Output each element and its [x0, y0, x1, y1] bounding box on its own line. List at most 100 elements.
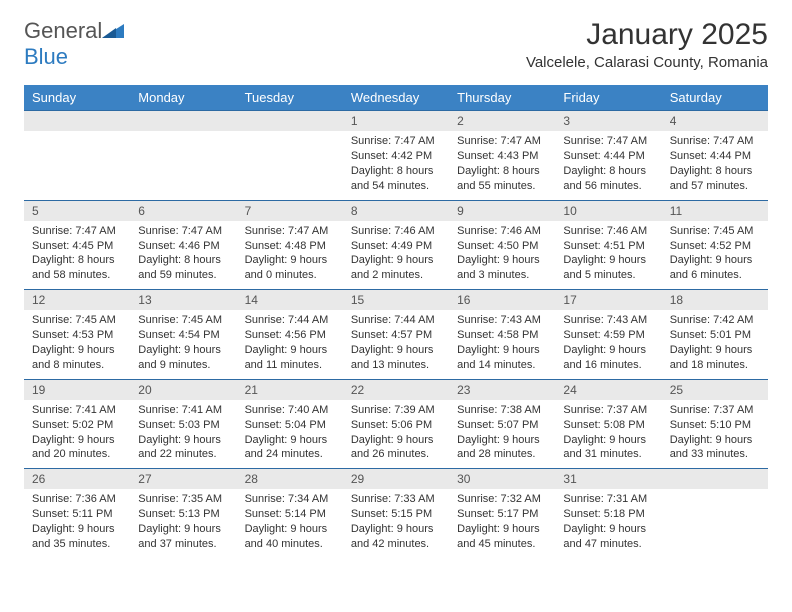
day-number-cell: 19 — [24, 379, 130, 400]
day-number-cell — [662, 469, 768, 490]
day-number-cell: 30 — [449, 469, 555, 490]
sunset-line: Sunset: 4:42 PM — [351, 149, 441, 164]
day-detail-cell: Sunrise: 7:34 AMSunset: 5:14 PMDaylight:… — [237, 489, 343, 557]
day-number-cell: 25 — [662, 379, 768, 400]
detail-row: Sunrise: 7:41 AMSunset: 5:02 PMDaylight:… — [24, 400, 768, 469]
day-number-cell: 9 — [449, 200, 555, 221]
day-detail-cell: Sunrise: 7:47 AMSunset: 4:48 PMDaylight:… — [237, 221, 343, 290]
day-number-cell: 17 — [555, 290, 661, 311]
day-detail-cell: Sunrise: 7:41 AMSunset: 5:02 PMDaylight:… — [24, 400, 130, 469]
sunrise-line: Sunrise: 7:36 AM — [32, 492, 122, 507]
sunrise-line: Sunrise: 7:39 AM — [351, 403, 441, 418]
daylight-line: Daylight: 9 hours and 47 minutes. — [563, 522, 653, 552]
sunrise-line: Sunrise: 7:45 AM — [32, 313, 122, 328]
daylight-line: Daylight: 9 hours and 20 minutes. — [32, 433, 122, 463]
daylight-line: Daylight: 9 hours and 14 minutes. — [457, 343, 547, 373]
page-header: General Blue January 2025 Valcelele, Cal… — [24, 18, 768, 71]
daylight-line: Daylight: 9 hours and 24 minutes. — [245, 433, 335, 463]
day-detail-cell: Sunrise: 7:45 AMSunset: 4:53 PMDaylight:… — [24, 310, 130, 379]
daylight-line: Daylight: 8 hours and 54 minutes. — [351, 164, 441, 194]
brand-part1: General — [24, 18, 102, 43]
day-number-cell: 20 — [130, 379, 236, 400]
brand-text: General Blue — [24, 18, 124, 70]
sunset-line: Sunset: 5:02 PM — [32, 418, 122, 433]
title-block: January 2025 Valcelele, Calarasi County,… — [526, 18, 768, 71]
day-number-cell: 24 — [555, 379, 661, 400]
daynum-row: 1234 — [24, 111, 768, 132]
sunrise-line: Sunrise: 7:47 AM — [563, 134, 653, 149]
day-number-cell: 6 — [130, 200, 236, 221]
day-detail-cell: Sunrise: 7:37 AMSunset: 5:10 PMDaylight:… — [662, 400, 768, 469]
calendar-table: Sunday Monday Tuesday Wednesday Thursday… — [24, 85, 768, 558]
daylight-line: Daylight: 9 hours and 45 minutes. — [457, 522, 547, 552]
day-number-cell: 2 — [449, 111, 555, 132]
sunset-line: Sunset: 5:10 PM — [670, 418, 760, 433]
day-detail-cell: Sunrise: 7:44 AMSunset: 4:56 PMDaylight:… — [237, 310, 343, 379]
weekday-header: Wednesday — [343, 85, 449, 111]
day-detail-cell: Sunrise: 7:46 AMSunset: 4:49 PMDaylight:… — [343, 221, 449, 290]
daylight-line: Daylight: 9 hours and 42 minutes. — [351, 522, 441, 552]
daylight-line: Daylight: 9 hours and 31 minutes. — [563, 433, 653, 463]
sunrise-line: Sunrise: 7:43 AM — [457, 313, 547, 328]
daynum-row: 19202122232425 — [24, 379, 768, 400]
daylight-line: Daylight: 9 hours and 8 minutes. — [32, 343, 122, 373]
day-detail-cell: Sunrise: 7:38 AMSunset: 5:07 PMDaylight:… — [449, 400, 555, 469]
daylight-line: Daylight: 9 hours and 11 minutes. — [245, 343, 335, 373]
day-number-cell: 1 — [343, 111, 449, 132]
daylight-line: Daylight: 8 hours and 57 minutes. — [670, 164, 760, 194]
day-number-cell: 10 — [555, 200, 661, 221]
daylight-line: Daylight: 9 hours and 6 minutes. — [670, 253, 760, 283]
day-number-cell: 13 — [130, 290, 236, 311]
sunset-line: Sunset: 5:01 PM — [670, 328, 760, 343]
sunrise-line: Sunrise: 7:47 AM — [245, 224, 335, 239]
day-number-cell: 11 — [662, 200, 768, 221]
day-number-cell: 5 — [24, 200, 130, 221]
daylight-line: Daylight: 8 hours and 58 minutes. — [32, 253, 122, 283]
daylight-line: Daylight: 9 hours and 16 minutes. — [563, 343, 653, 373]
sunset-line: Sunset: 5:14 PM — [245, 507, 335, 522]
sunrise-line: Sunrise: 7:33 AM — [351, 492, 441, 507]
sunrise-line: Sunrise: 7:37 AM — [670, 403, 760, 418]
day-detail-cell: Sunrise: 7:47 AMSunset: 4:42 PMDaylight:… — [343, 131, 449, 200]
detail-row: Sunrise: 7:47 AMSunset: 4:45 PMDaylight:… — [24, 221, 768, 290]
daylight-line: Daylight: 9 hours and 28 minutes. — [457, 433, 547, 463]
day-number-cell: 23 — [449, 379, 555, 400]
sunrise-line: Sunrise: 7:35 AM — [138, 492, 228, 507]
weekday-header-row: Sunday Monday Tuesday Wednesday Thursday… — [24, 85, 768, 111]
sunrise-line: Sunrise: 7:31 AM — [563, 492, 653, 507]
weekday-header: Sunday — [24, 85, 130, 111]
daylight-line: Daylight: 8 hours and 55 minutes. — [457, 164, 547, 194]
daylight-line: Daylight: 8 hours and 56 minutes. — [563, 164, 653, 194]
sunset-line: Sunset: 4:58 PM — [457, 328, 547, 343]
sunrise-line: Sunrise: 7:37 AM — [563, 403, 653, 418]
sunset-line: Sunset: 4:53 PM — [32, 328, 122, 343]
day-number-cell: 8 — [343, 200, 449, 221]
sunset-line: Sunset: 4:54 PM — [138, 328, 228, 343]
daylight-line: Daylight: 9 hours and 40 minutes. — [245, 522, 335, 552]
weekday-header: Tuesday — [237, 85, 343, 111]
day-detail-cell: Sunrise: 7:42 AMSunset: 5:01 PMDaylight:… — [662, 310, 768, 379]
daylight-line: Daylight: 9 hours and 2 minutes. — [351, 253, 441, 283]
sunset-line: Sunset: 5:17 PM — [457, 507, 547, 522]
sunrise-line: Sunrise: 7:47 AM — [32, 224, 122, 239]
daylight-line: Daylight: 9 hours and 9 minutes. — [138, 343, 228, 373]
day-detail-cell: Sunrise: 7:44 AMSunset: 4:57 PMDaylight:… — [343, 310, 449, 379]
day-detail-cell: Sunrise: 7:47 AMSunset: 4:45 PMDaylight:… — [24, 221, 130, 290]
daylight-line: Daylight: 9 hours and 22 minutes. — [138, 433, 228, 463]
daylight-line: Daylight: 9 hours and 3 minutes. — [457, 253, 547, 283]
day-detail-cell: Sunrise: 7:47 AMSunset: 4:43 PMDaylight:… — [449, 131, 555, 200]
daylight-line: Daylight: 9 hours and 5 minutes. — [563, 253, 653, 283]
day-detail-cell: Sunrise: 7:41 AMSunset: 5:03 PMDaylight:… — [130, 400, 236, 469]
day-detail-cell: Sunrise: 7:39 AMSunset: 5:06 PMDaylight:… — [343, 400, 449, 469]
day-number-cell: 31 — [555, 469, 661, 490]
sunrise-line: Sunrise: 7:41 AM — [32, 403, 122, 418]
month-title: January 2025 — [526, 18, 768, 52]
sunset-line: Sunset: 4:43 PM — [457, 149, 547, 164]
sunset-line: Sunset: 5:11 PM — [32, 507, 122, 522]
day-detail-cell: Sunrise: 7:43 AMSunset: 4:58 PMDaylight:… — [449, 310, 555, 379]
day-number-cell: 7 — [237, 200, 343, 221]
sunset-line: Sunset: 5:15 PM — [351, 507, 441, 522]
day-number-cell: 22 — [343, 379, 449, 400]
weekday-header: Saturday — [662, 85, 768, 111]
sunrise-line: Sunrise: 7:38 AM — [457, 403, 547, 418]
